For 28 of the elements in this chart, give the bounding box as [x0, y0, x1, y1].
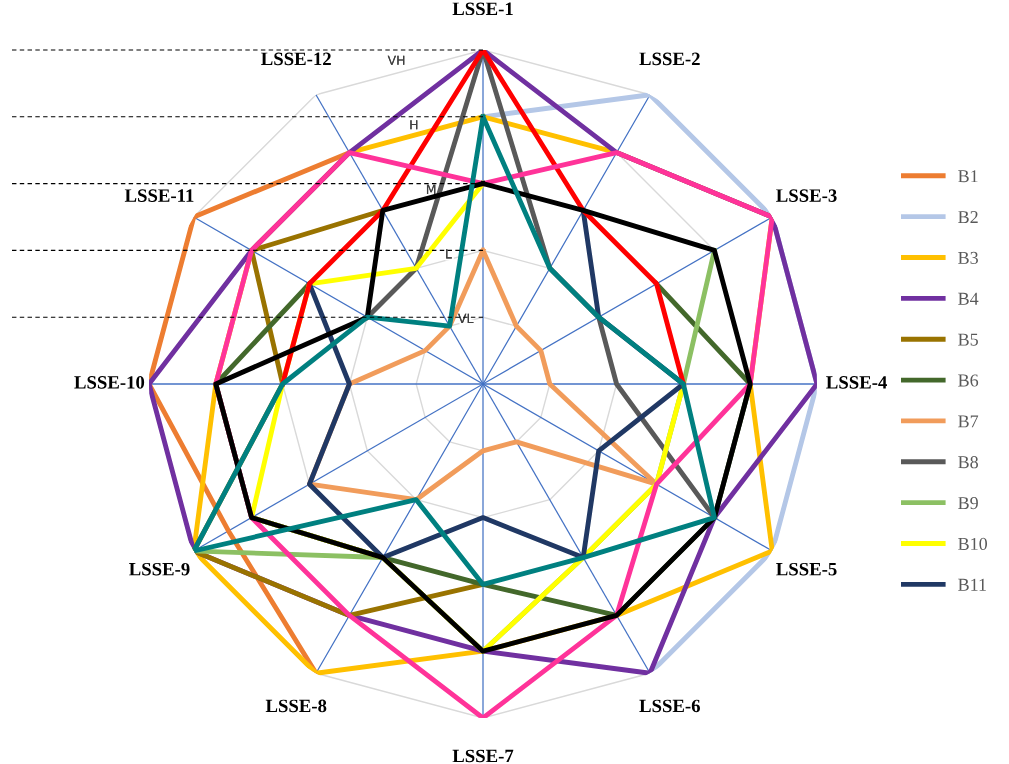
spoke-label: LSSE-11: [124, 189, 194, 202]
y-tick-label: H: [410, 120, 418, 130]
y-tick-label: VH: [387, 55, 405, 65]
legend-label: B7: [958, 415, 979, 428]
legend-label: B3: [958, 251, 978, 264]
legend-label: B8: [958, 456, 978, 469]
spoke-label: LSSE-9: [129, 562, 190, 576]
spoke-label: LSSE-7: [452, 749, 514, 763]
spoke-label: LSSE-5: [776, 562, 837, 576]
legend-label: B11: [958, 578, 986, 591]
spoke-label: LSSE-4: [826, 376, 887, 389]
y-tick-label: VL: [458, 313, 474, 323]
spoke-label: LSSE-12: [261, 52, 331, 66]
y-tick-label: L: [446, 249, 452, 259]
spoke-label: LSSE-2: [639, 52, 700, 66]
spoke-label: LSSE-1: [452, 2, 513, 16]
legend-label: B4: [958, 292, 979, 305]
spoke-label: LSSE-3: [776, 189, 837, 202]
y-tick-label: M: [426, 184, 436, 194]
spoke-label: LSSE-6: [639, 699, 700, 713]
legend-label: B10: [958, 537, 988, 551]
legend-label: B2: [958, 211, 978, 224]
spoke-label: LSSE-8: [265, 699, 327, 713]
legend-label: B9: [958, 497, 978, 510]
legend-label: B6: [958, 374, 979, 387]
legend-label: B5: [958, 333, 978, 346]
legend-label: B1: [958, 170, 978, 183]
spoke-label: LSSE-10: [74, 376, 145, 389]
